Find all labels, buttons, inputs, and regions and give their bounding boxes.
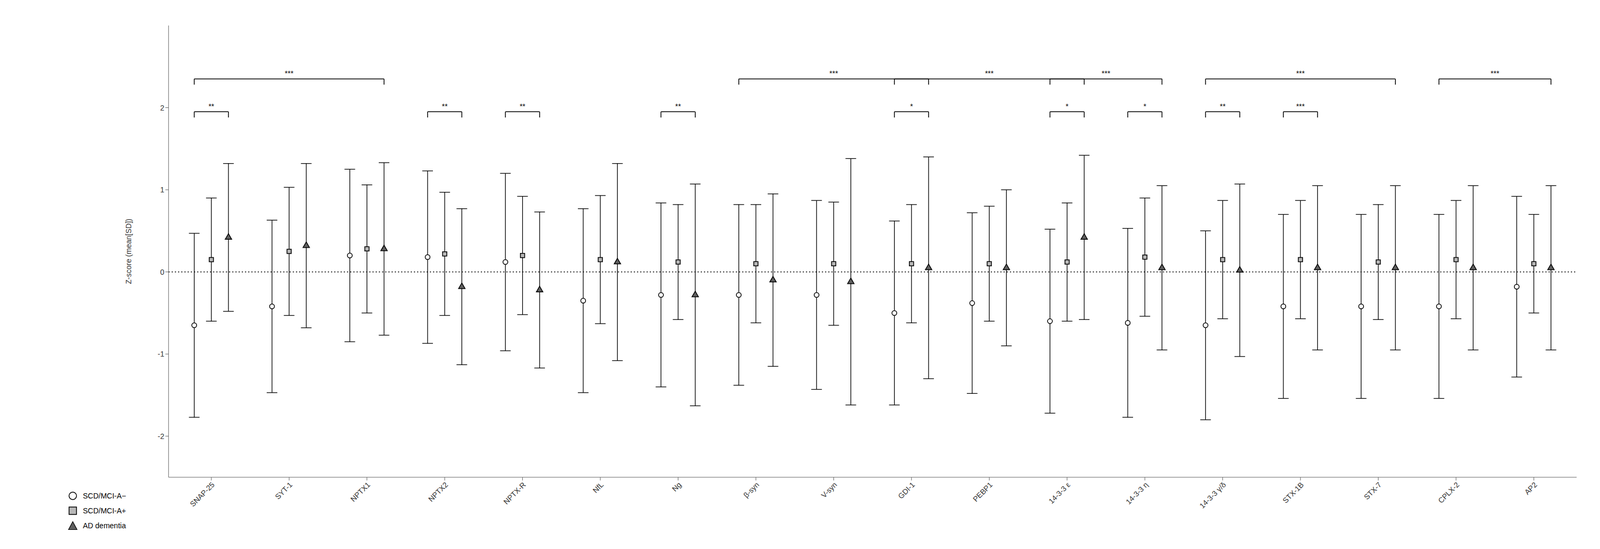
svg-text:β-syn: β-syn <box>741 480 761 500</box>
svg-text:SYT-1: SYT-1 <box>273 480 295 501</box>
svg-text:2: 2 <box>160 103 165 113</box>
svg-text:**: ** <box>441 101 448 111</box>
svg-text:***: *** <box>284 69 294 78</box>
svg-text:***: *** <box>1296 69 1306 78</box>
svg-text:STX-1B: STX-1B <box>1280 480 1306 505</box>
svg-text:*: * <box>1065 101 1069 111</box>
svg-text:-1: -1 <box>157 349 165 359</box>
svg-text:NPTX2: NPTX2 <box>426 480 450 504</box>
svg-text:1: 1 <box>160 185 165 194</box>
svg-text:**: ** <box>675 101 682 111</box>
svg-text:***: *** <box>1490 69 1500 78</box>
svg-text:-2: -2 <box>157 431 165 441</box>
svg-text:NPTX1: NPTX1 <box>349 480 372 504</box>
svg-text:AP2: AP2 <box>1522 480 1539 497</box>
svg-text:**: ** <box>1219 101 1226 111</box>
svg-text:***: *** <box>984 69 994 78</box>
svg-text:Z-score (mean[SD]): Z-score (mean[SD]) <box>124 218 133 285</box>
svg-text:Ng: Ng <box>670 480 684 493</box>
svg-text:0: 0 <box>160 267 165 277</box>
svg-text:***: *** <box>1296 101 1306 111</box>
svg-text:GDI-1: GDI-1 <box>896 480 917 501</box>
svg-text:V-syn: V-syn <box>819 480 839 500</box>
svg-text:***: *** <box>829 69 839 78</box>
svg-text:14-3-3 ε: 14-3-3 ε <box>1047 480 1072 506</box>
svg-text:**: ** <box>208 101 215 111</box>
svg-text:CPLX-2: CPLX-2 <box>1436 480 1461 505</box>
svg-text:STX-7: STX-7 <box>1362 480 1384 502</box>
svg-text:*: * <box>1143 101 1147 111</box>
svg-text:NPTX-R: NPTX-R <box>501 480 528 506</box>
svg-text:***: *** <box>1101 69 1111 78</box>
html-text:SCD/MCI-A−: SCD/MCI-A− <box>82 491 127 500</box>
html-text:AD dementia: AD dementia <box>82 521 126 530</box>
svg-text:NfL: NfL <box>591 480 606 495</box>
svg-text:14-3-3 γ/δ: 14-3-3 γ/δ <box>1197 480 1228 510</box>
svg-text:14-3-3 η: 14-3-3 η <box>1124 480 1150 506</box>
svg-text:PEBP1: PEBP1 <box>971 480 994 504</box>
svg-text:SNAP-25: SNAP-25 <box>188 480 217 509</box>
svg-text:**: ** <box>519 101 526 111</box>
html-text:SCD/MCI-A+: SCD/MCI-A+ <box>82 506 127 515</box>
svg-text:*: * <box>909 101 914 111</box>
